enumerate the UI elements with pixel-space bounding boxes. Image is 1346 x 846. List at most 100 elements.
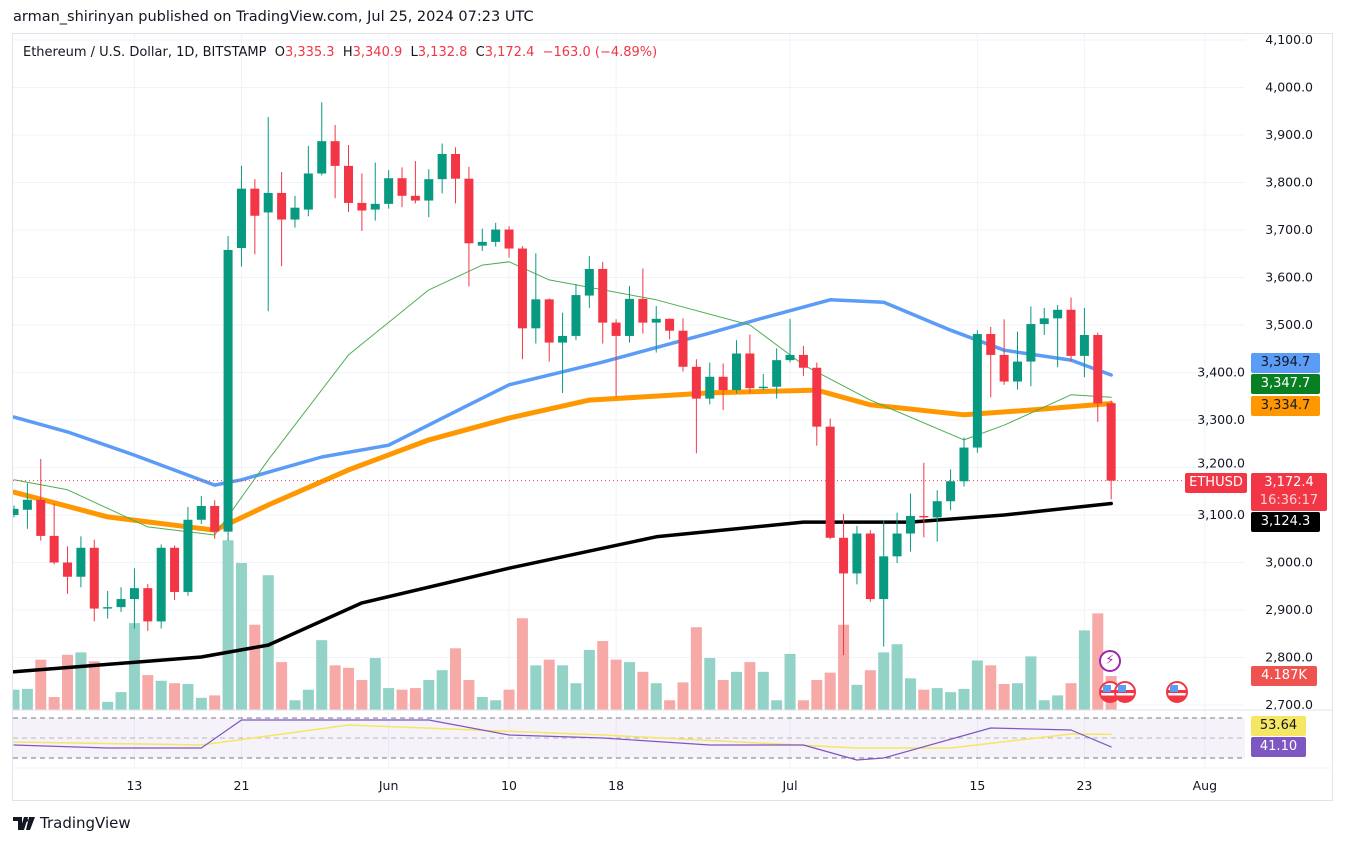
- volume-bar: [209, 695, 221, 710]
- x-tick-label: 15: [969, 778, 985, 793]
- volume-bar: [289, 700, 301, 710]
- volume-bar: [329, 665, 341, 710]
- volume-bar: [1025, 656, 1037, 710]
- volume-bar: [155, 680, 167, 710]
- chart-frame: [12, 33, 1333, 801]
- candle-body: [1013, 361, 1022, 382]
- candle-body: [397, 178, 407, 196]
- candle-body: [451, 154, 461, 179]
- candle-body: [691, 366, 701, 399]
- volume-bar: [784, 653, 796, 710]
- candle-body: [223, 249, 233, 532]
- candle-body: [1026, 324, 1036, 362]
- volume-bar: [731, 671, 743, 710]
- volume-bar: [128, 623, 140, 710]
- candle-body: [544, 299, 554, 343]
- moving-average-line: [13, 387, 1114, 533]
- open-value: 3,335.3: [284, 45, 335, 60]
- candle-body: [236, 188, 246, 249]
- volume-bar: [450, 648, 462, 710]
- ma-blue-badge: 3,394.7: [1251, 353, 1320, 373]
- candle-body: [410, 195, 420, 201]
- candle-body: [357, 202, 367, 211]
- volume-bar: [690, 627, 702, 710]
- candle-body: [905, 515, 915, 534]
- volume-bar: [918, 689, 930, 710]
- candle-body: [1106, 403, 1116, 481]
- symbol-legend: Ethereum / U.S. Dollar, 1D, BITSTAMP O3,…: [23, 45, 657, 60]
- candle-body: [571, 295, 581, 336]
- x-tick-label: Aug: [1193, 778, 1217, 793]
- volume-bar: [142, 675, 154, 710]
- candle-body: [344, 165, 353, 203]
- volume-bar: [396, 689, 408, 710]
- volume-bar: [1092, 613, 1104, 710]
- candle-body: [758, 386, 768, 389]
- candle-body: [705, 376, 715, 399]
- low-value: 3,132.8: [417, 45, 468, 60]
- last-price: 3,172.4: [1264, 475, 1314, 490]
- candle-body: [638, 298, 648, 323]
- volume-bar: [677, 682, 689, 710]
- candle-body: [611, 322, 621, 336]
- y-tick-label: 4,100.0: [1265, 32, 1313, 47]
- ma-orange-badge: 3,334.7: [1251, 396, 1320, 416]
- us-flag-icon[interactable]: [1114, 681, 1136, 703]
- candle-body: [22, 499, 32, 510]
- candle-body: [879, 556, 889, 600]
- volume-bar: [21, 688, 33, 710]
- volume-bar: [490, 700, 502, 710]
- candle-body: [932, 501, 942, 518]
- volume-bar: [516, 618, 528, 710]
- moving-average-line: [13, 261, 1112, 536]
- open-label: O: [274, 45, 285, 60]
- volume-bar: [276, 662, 288, 710]
- y-tick-label: 3,500.0: [1265, 317, 1313, 332]
- volume-bar: [985, 665, 997, 710]
- volume-bar: [62, 654, 74, 710]
- lightning-icon[interactable]: ⚡: [1099, 650, 1121, 672]
- published-byline: arman_shirinyan published on TradingView…: [13, 9, 534, 25]
- volume-bar: [650, 683, 662, 710]
- candle-body: [317, 141, 327, 174]
- candle-body: [812, 367, 822, 427]
- bar-countdown: 16:36:17: [1259, 493, 1319, 508]
- volume-bar: [543, 659, 555, 710]
- volume-bar: [931, 688, 943, 710]
- candle-body: [370, 203, 380, 210]
- volume-bar: [356, 679, 368, 710]
- candle-body: [598, 268, 608, 323]
- candle-body: [852, 533, 862, 574]
- moving-average-line: [13, 501, 1113, 674]
- volume-bar: [436, 670, 448, 710]
- candle-body: [156, 547, 166, 622]
- tradingview-logo[interactable]: TradingView: [13, 814, 131, 832]
- volume-bar: [583, 649, 595, 710]
- candle-body: [517, 248, 527, 329]
- candle-body: [384, 178, 394, 204]
- volume-bar: [1038, 700, 1050, 710]
- ma-green-badge: 3,347.7: [1251, 374, 1320, 394]
- y-tick-label: 3,900.0: [1265, 127, 1313, 142]
- change-value: −163.0 (−4.89%): [542, 45, 658, 60]
- candle-body: [1039, 318, 1049, 325]
- close-value: 3,172.4: [484, 45, 535, 60]
- ma-black-badge: 3,124.3: [1251, 512, 1320, 532]
- y-tick-label: 2,700.0: [1265, 697, 1313, 712]
- volume-bar: [115, 692, 127, 710]
- volume-bar: [958, 688, 970, 710]
- candle-body: [584, 268, 594, 296]
- volume-bar: [945, 692, 957, 710]
- volume-bar: [637, 671, 649, 710]
- volume-bar: [824, 672, 836, 710]
- candle-body: [892, 533, 902, 557]
- us-flag-icon[interactable]: [1166, 681, 1188, 703]
- volume-badge: 4.187K: [1251, 666, 1317, 686]
- rsi-badge: 41.10: [1251, 737, 1306, 757]
- candle-body: [303, 173, 313, 210]
- volume-bar: [75, 652, 87, 710]
- candle-body: [63, 562, 73, 577]
- rsi-ma-line: [13, 724, 1112, 749]
- candle-body: [210, 505, 220, 532]
